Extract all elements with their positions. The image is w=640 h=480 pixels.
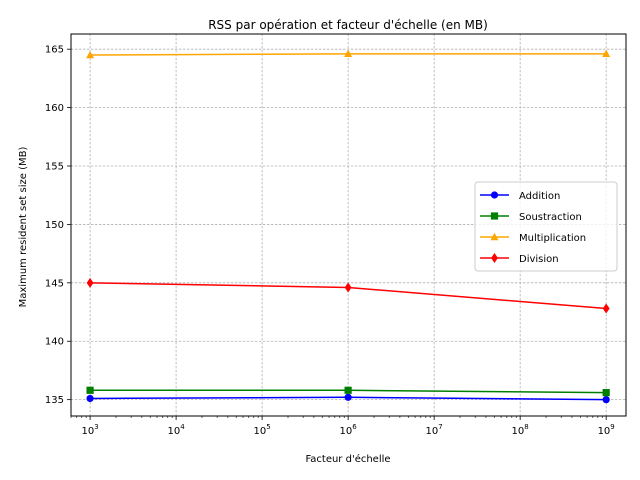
y-tick-label: 160	[45, 103, 64, 114]
plot-frame	[70, 33, 627, 417]
x-axis-label: Facteur d'échelle	[305, 453, 390, 465]
data-point-addition	[86, 394, 94, 403]
legend-marker-addition	[490, 191, 499, 199]
y-axis-label: Maximum resident set size (MB)	[18, 147, 29, 308]
data-point-multiplication	[344, 49, 353, 58]
legend-label-soustraction: Soustraction	[519, 212, 582, 223]
grid	[71, 34, 626, 416]
data-point-division	[602, 303, 610, 314]
y-tick-label: 150	[45, 220, 64, 231]
series-group	[86, 49, 611, 404]
data-point-soustraction	[602, 389, 610, 397]
legend-marker-soustraction	[490, 212, 499, 220]
data-point-multiplication	[86, 50, 95, 59]
y-tick-label: 135	[45, 395, 64, 406]
legend-marker-division	[491, 253, 498, 263]
data-point-soustraction	[344, 386, 352, 394]
data-point-addition	[602, 396, 610, 404]
series-addition	[86, 393, 610, 404]
data-point-division	[86, 277, 94, 288]
data-point-multiplication	[602, 49, 611, 58]
y-tick-label: 140	[45, 337, 64, 348]
data-point-addition	[344, 393, 352, 401]
data-point-division	[344, 282, 352, 293]
series-division	[86, 277, 610, 314]
y-tick-label: 165	[45, 45, 64, 56]
data-point-soustraction	[86, 386, 94, 394]
x-tick-label: 106	[340, 423, 358, 437]
x-tick-label: 107	[426, 423, 443, 437]
series-soustraction	[86, 386, 610, 397]
y-tick-label: 145	[45, 278, 64, 289]
x-tick-label: 104	[167, 423, 185, 437]
x-tick-label: 103	[81, 423, 98, 437]
y-tick-label: 155	[45, 162, 64, 173]
x-tick-label: 105	[254, 423, 271, 437]
x-tick-label: 108	[512, 423, 529, 437]
x-tick-label: 109	[598, 423, 615, 437]
series-multiplication	[86, 49, 611, 59]
legend: Addition Soustraction Multiplication Divisi…	[474, 181, 618, 272]
legend-marker-multiplication	[490, 232, 499, 241]
legend-box	[474, 181, 618, 272]
legend-label-addition: Addition	[519, 191, 560, 202]
chart-title: RSS par opération et facteur d'échelle (…	[208, 18, 488, 32]
legend-label-multiplication: Multiplication	[519, 233, 586, 244]
legend-label-division: Division	[519, 254, 559, 265]
